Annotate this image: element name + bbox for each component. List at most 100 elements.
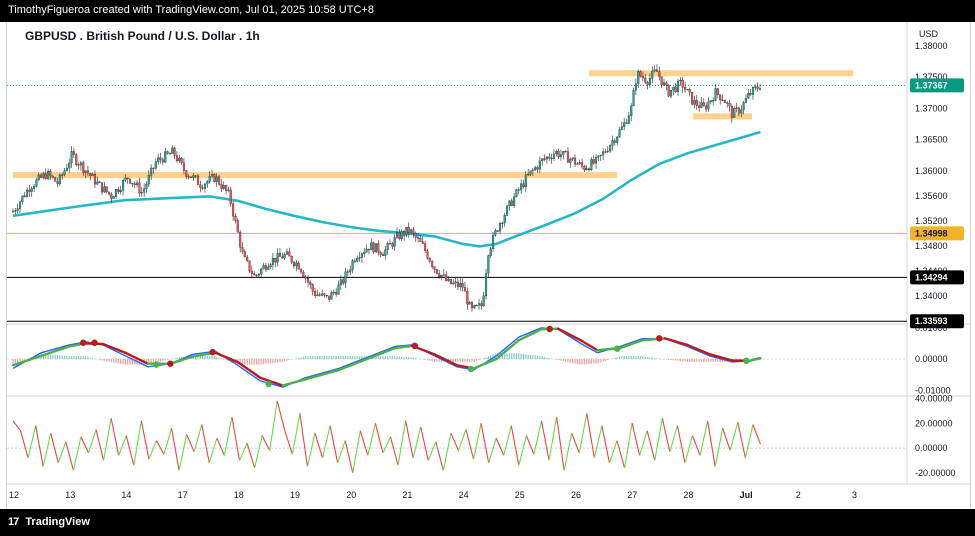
oscillator-segment [148,440,157,460]
candle-body [428,258,431,262]
candle-body [559,154,562,157]
macd-histogram-bar [330,356,333,359]
oscillator-segment [412,426,422,459]
macd-histogram-bar [675,359,677,361]
macd-histogram-bar [703,359,705,362]
oscillator-segment [473,423,482,460]
oscillator-segment [646,430,656,461]
main-y-tick: 1.37000 [915,103,948,113]
candle-body [253,273,256,276]
candle-body [72,151,75,155]
macd-histogram-bar [316,356,319,359]
tradingview-logo[interactable]: 17 TradingView [8,516,90,528]
oscillator-segment [616,440,626,469]
candle-body [475,305,478,307]
candle-body [164,151,167,163]
chart-title: GBPUSD . British Pound / U.S. Dollar . 1… [25,29,260,43]
macd-histogram-bar [743,359,745,360]
oscillator-segment [707,420,716,467]
candle-body [260,268,263,275]
oscillator-segment [216,437,225,456]
macd-signal-segment [304,368,341,381]
macd-histogram-bar [197,355,199,359]
macd-histogram-bar [117,359,119,364]
chart-frame[interactable]: 1.38000 1.37500 1.37000 1.36500 1.36000 1.356… [6,22,971,509]
macd-histogram-bar [476,359,478,361]
macd-cross-marker [656,335,663,342]
candle-body [49,171,52,177]
oscillator-segment [578,413,588,454]
price-line-label-bg [910,270,964,285]
macd-histogram-bar [508,353,511,359]
candle-body [609,145,612,152]
macd-cross-marker [167,360,174,367]
macd-histogram-bar [63,355,66,359]
candle-body [391,243,394,247]
macd-histogram-bar [12,359,14,365]
candle-body [543,158,546,160]
oscillator-segment [231,416,241,461]
macd-y-tick: 0.01000 [915,323,948,333]
currency-label[interactable]: USD [919,29,939,39]
candle-body [103,186,106,193]
oscillator-segment [65,441,74,471]
candle-body [665,82,668,86]
candle-body [573,157,577,165]
candle-body [494,230,497,236]
oscillator-segment [624,423,633,468]
candle-body [749,93,752,95]
candle-body [632,89,635,107]
candle-body [742,102,745,111]
candle-body [583,166,586,171]
oscillator-segment [503,425,512,456]
macd-histogram-bar [574,359,576,364]
macd-histogram-bar [75,356,77,359]
macd-histogram-bar [515,353,518,359]
macd-histogram-bar [312,356,314,359]
candle-body [496,230,499,232]
candle-body [370,242,373,251]
candle-body [241,247,244,252]
macd-histogram-bar [614,357,616,359]
macd-histogram-bar [288,359,290,361]
candle-body [735,107,738,109]
oscillator-segment [50,433,59,464]
oscillator-line [12,400,761,473]
candle-body [660,76,663,86]
macd-histogram-bar [333,356,335,359]
macd-histogram-bar [436,359,438,362]
candle-body [220,184,223,189]
candle-body [747,93,750,99]
oscillator-segment [571,432,580,454]
candle-body [171,147,174,154]
candle-body [719,94,722,101]
oscillator-segment [359,430,369,456]
macd-histogram-bar [670,359,672,361]
candle-body [616,136,619,143]
oscillator-segment [352,430,361,473]
candle-body [131,183,134,185]
oscillator-segment [269,400,278,451]
candle-body [538,160,541,170]
macd-histogram-bar [529,354,532,359]
candle-body [447,279,450,281]
candle-body [588,168,591,171]
candle-body [623,122,626,127]
macd-histogram-bar [740,359,742,361]
candle-body [470,302,474,309]
macd-cross-marker [467,365,475,373]
macd-signal-segment [495,339,520,361]
macd-histogram-bar [412,357,415,359]
macd-histogram-bar [665,359,667,360]
resistance-zone [589,70,854,77]
macd-signal-segment [393,344,414,350]
candle-body [239,231,242,248]
candle-body [100,182,104,193]
macd-histogram-bar [562,359,564,362]
chart-canvas[interactable]: 1.38000 1.37500 1.37000 1.36500 1.36000 1.356… [7,22,970,509]
candle-body [173,147,176,156]
macd-histogram-bar [138,359,141,365]
macd-histogram-bar [206,355,208,359]
candle-body [89,173,92,176]
macd-signal-segment [517,328,543,342]
